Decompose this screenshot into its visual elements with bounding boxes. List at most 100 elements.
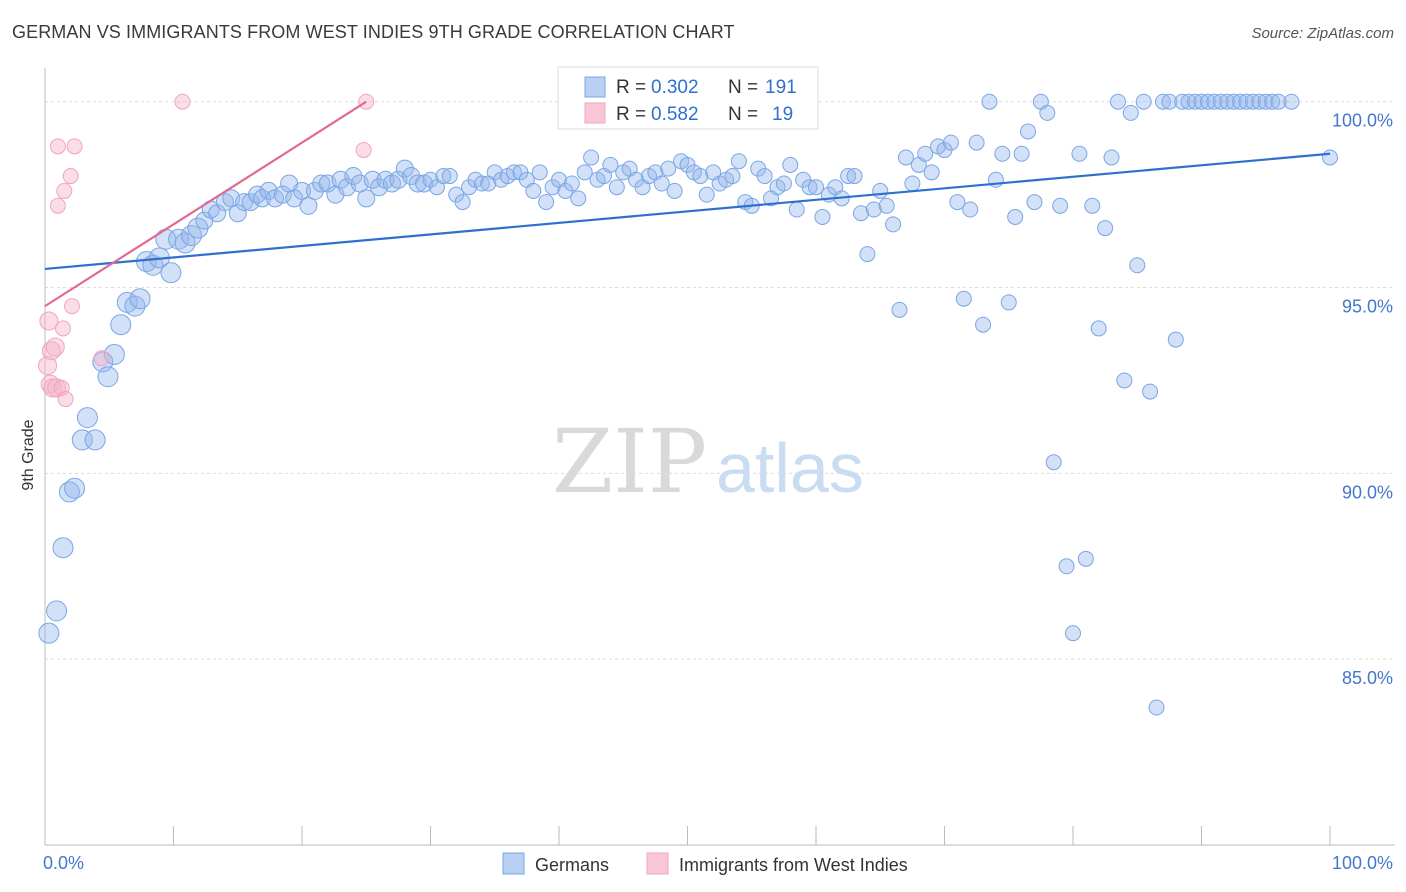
germans-point xyxy=(891,301,908,318)
germans-point xyxy=(814,208,831,225)
germans-point xyxy=(1122,104,1139,121)
germans-point xyxy=(1065,625,1081,642)
germans-point xyxy=(253,189,272,208)
germans-point xyxy=(904,175,921,192)
germans-point xyxy=(435,168,452,185)
germans-point xyxy=(1058,558,1075,575)
germans-point xyxy=(897,149,914,166)
germans-point xyxy=(473,175,490,192)
germans-point xyxy=(994,145,1011,162)
source-note: Source: ZipAtlas.com xyxy=(1251,25,1394,42)
x-tick-labels: 0.0% 100.0% xyxy=(43,853,1393,873)
germans-point xyxy=(344,167,363,186)
germans-point xyxy=(1052,197,1069,214)
germans-point xyxy=(1193,93,1210,110)
germans-point xyxy=(538,194,555,211)
west-indies-swatch xyxy=(584,102,606,124)
stats-legend: R = 0.302 N = 191 R = 0.582 N = 19 xyxy=(557,66,819,130)
germans-point xyxy=(312,174,331,193)
germans-point xyxy=(76,407,98,429)
germans-point xyxy=(110,314,132,336)
germans-point xyxy=(1077,550,1094,567)
germans-r-label: R = xyxy=(616,77,646,98)
west-indies-point xyxy=(41,341,61,361)
germans-point xyxy=(1180,93,1197,110)
germans-point xyxy=(1251,93,1268,110)
germans-point xyxy=(576,164,593,181)
germans-point xyxy=(1199,93,1216,110)
germans-point xyxy=(1232,93,1249,110)
germans-point xyxy=(395,159,414,178)
trend-lines xyxy=(44,100,1331,308)
germans-point xyxy=(1187,93,1204,110)
legend-germans-swatch xyxy=(502,852,525,875)
germans-point xyxy=(660,160,677,177)
germans-point xyxy=(1244,93,1261,110)
germans-point xyxy=(1071,145,1088,162)
germans-point xyxy=(1026,194,1043,211)
germans-point xyxy=(788,201,805,218)
germans-point xyxy=(975,316,992,333)
germans-point xyxy=(782,156,799,173)
germans-point xyxy=(293,181,311,200)
germans-point xyxy=(299,196,318,215)
germans-point xyxy=(1174,93,1191,110)
germans-point xyxy=(1007,208,1024,225)
germans-point xyxy=(1154,93,1171,110)
germans-point xyxy=(724,168,741,185)
germans-point xyxy=(1264,93,1281,110)
west-indies-point xyxy=(49,197,66,214)
germans-point xyxy=(1116,372,1133,389)
series-legend: Germans Immigrants from West Indies xyxy=(502,852,908,875)
x-tick-label-min: 0.0% xyxy=(43,853,84,873)
grid-lines xyxy=(45,101,1395,660)
y-tick-label: 95.0% xyxy=(1342,297,1393,317)
germans-point xyxy=(1206,93,1223,110)
germans-n-value: 191 xyxy=(765,77,797,98)
germans-point xyxy=(1000,294,1017,311)
y-tick-label: 85.0% xyxy=(1342,668,1393,688)
germans-point xyxy=(506,164,523,181)
germans-point xyxy=(1129,257,1146,274)
west-indies-r-value: 0.582 xyxy=(651,104,699,125)
germans-point xyxy=(808,179,824,196)
germans-point xyxy=(1045,454,1062,471)
germans-point xyxy=(241,193,260,212)
germans-point xyxy=(949,194,966,211)
germans-point xyxy=(1322,149,1338,166)
germans-r-value: 0.302 xyxy=(651,77,699,98)
germans-point xyxy=(1039,104,1056,121)
germans-point xyxy=(46,600,68,622)
germans-point xyxy=(1225,93,1242,110)
germans-point xyxy=(363,170,382,189)
germans-point xyxy=(1013,145,1030,162)
legend-west-indies-swatch xyxy=(646,852,669,875)
germans-point xyxy=(285,189,304,208)
west-indies-point xyxy=(93,350,110,367)
germans-point xyxy=(570,190,587,207)
germans-point xyxy=(1212,93,1229,110)
germans-point xyxy=(1135,93,1152,110)
y-tick-label: 90.0% xyxy=(1342,482,1393,502)
germans-point xyxy=(1020,123,1037,140)
y-tick-label: 100.0% xyxy=(1332,111,1393,131)
west-indies-points xyxy=(38,93,375,408)
germans-point xyxy=(775,175,792,192)
west-indies-point xyxy=(47,378,67,398)
germans-point xyxy=(852,205,869,222)
west-indies-point xyxy=(54,320,71,337)
germans-point xyxy=(872,182,889,199)
west-indies-point xyxy=(174,93,191,110)
y-tick-labels: 85.0% 90.0% 95.0% 100.0% xyxy=(1332,111,1393,688)
west-indies-point xyxy=(57,391,74,408)
west-indies-point xyxy=(49,138,66,155)
germans-point xyxy=(962,201,979,218)
germans-point xyxy=(228,204,247,223)
germans-point xyxy=(563,175,580,192)
germans-n-label: N = xyxy=(728,77,758,98)
germans-point xyxy=(859,246,876,263)
germans-point xyxy=(531,164,548,181)
germans-swatch xyxy=(584,76,606,98)
west-indies-point xyxy=(56,182,73,199)
germans-point xyxy=(160,262,182,284)
